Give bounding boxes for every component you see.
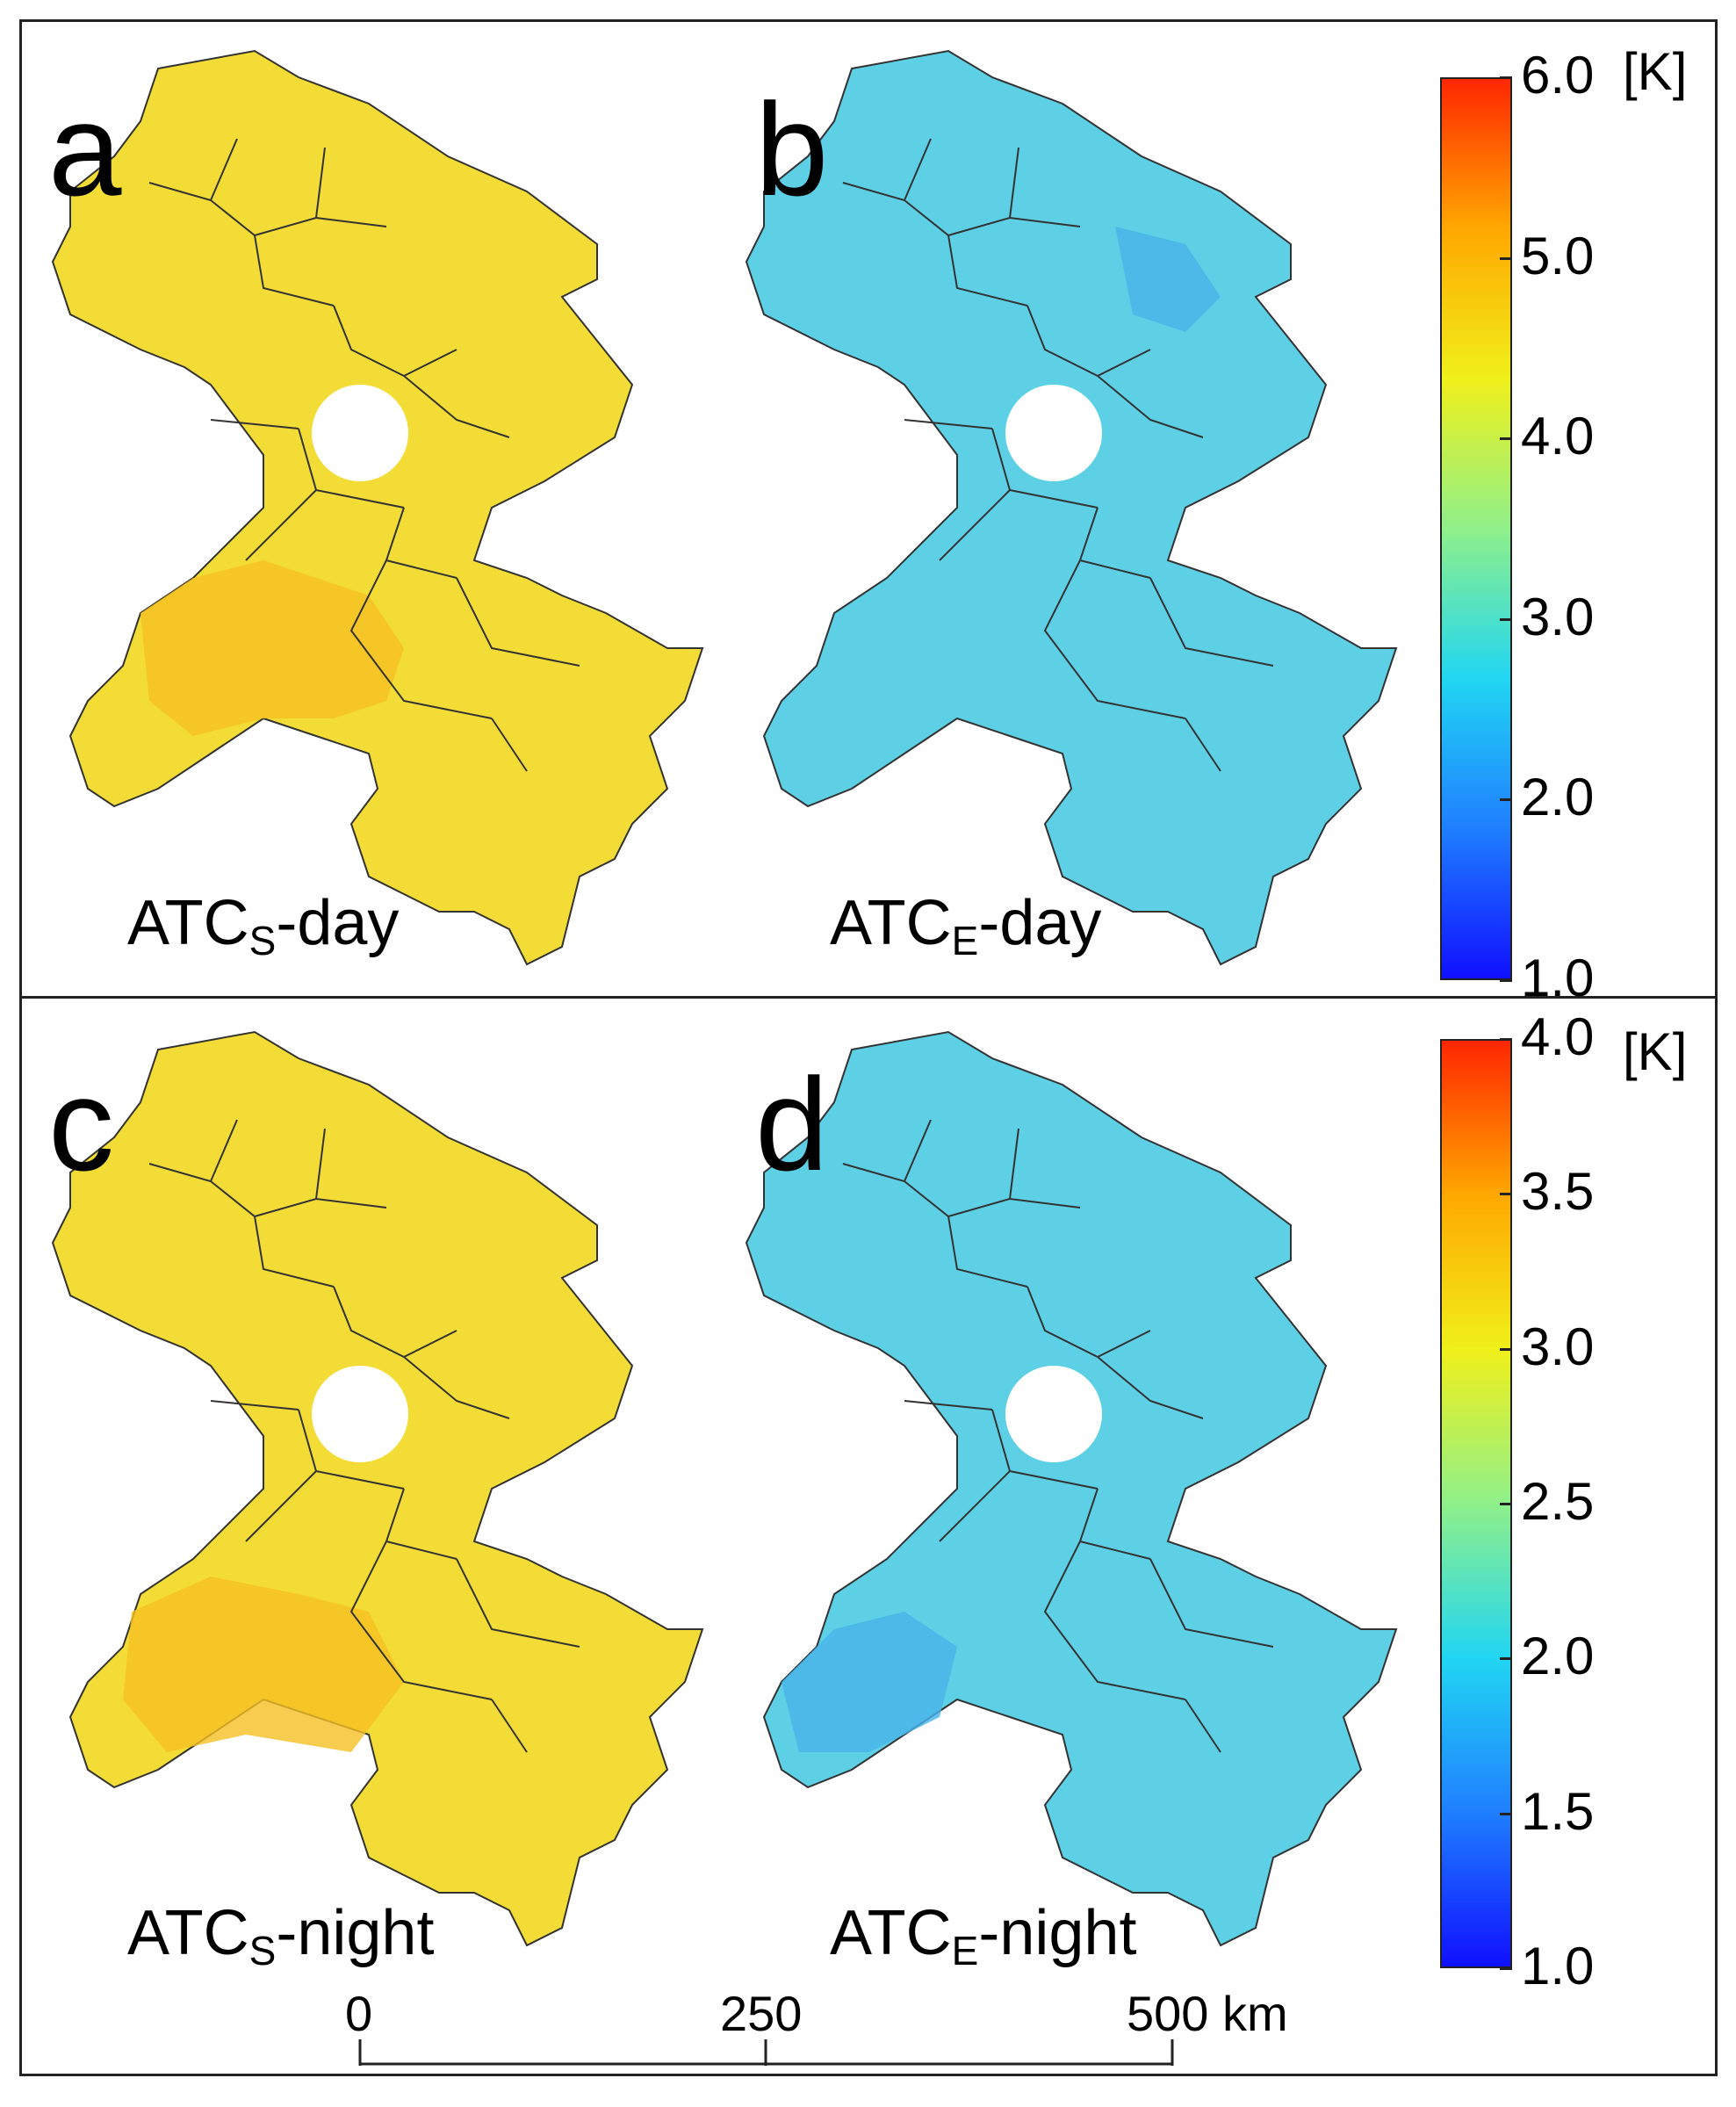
- colorbar-top-tick-mark: [1500, 979, 1512, 982]
- colorbar-bottom-tick-label: 3.0: [1521, 1317, 1595, 1376]
- colorbar-bottom-tick-label: 1.0: [1521, 1937, 1595, 1995]
- colorbar-top-tick-mark: [1500, 437, 1512, 441]
- region-shape: [745, 1030, 1398, 1947]
- admin-boundaries: [148, 1119, 580, 1753]
- admin-boundaries: [842, 1119, 1274, 1753]
- admin-boundaries: [148, 138, 580, 772]
- lake-taihu: [312, 385, 408, 481]
- scale-label-500: 500 km: [1127, 1986, 1288, 2041]
- caption-d: ATCE-night: [830, 1898, 1137, 1974]
- panel-letter-d: d: [755, 1050, 829, 1198]
- scale-label-0: 0: [345, 1986, 373, 2041]
- colorbar-top-tick-label: 3.0: [1521, 587, 1595, 646]
- colorbar-top-unit: [K]: [1623, 42, 1688, 101]
- map-panel-c: [51, 1030, 704, 1947]
- lake-taihu: [1005, 1366, 1102, 1462]
- caption-c: ATCS-night: [127, 1898, 435, 1974]
- colorbar-top-tick-label: 5.0: [1521, 226, 1595, 285]
- caption-a: ATCS-day: [127, 888, 400, 963]
- region-fill-variation: [123, 1577, 404, 1752]
- colorbar-bottom-tick-mark: [1500, 1193, 1512, 1196]
- colorbar-bottom-tick-label: 4.0: [1521, 1007, 1595, 1066]
- colorbar-bottom-tick-label: 1.5: [1521, 1781, 1595, 1841]
- scale-label-250: 250: [720, 1986, 803, 2041]
- region-shape: [51, 1030, 704, 1947]
- colorbar-bottom-tick-label: 3.5: [1521, 1162, 1595, 1222]
- colorbar-top-tick-mark: [1500, 256, 1512, 260]
- caption-b: ATCE-day: [830, 888, 1102, 963]
- colorbar-top-tick-label: 1.0: [1521, 949, 1595, 1007]
- colorbar-bottom-tick-mark: [1500, 1038, 1512, 1041]
- colorbar-bottom-unit: [K]: [1623, 1022, 1688, 1081]
- admin-boundaries: [842, 138, 1274, 772]
- map-panel-a: [51, 49, 704, 966]
- panel-letter-c: c: [48, 1050, 114, 1198]
- colorbar-bottom-tick-mark: [1500, 1657, 1512, 1661]
- map-panel-b: [745, 49, 1398, 966]
- colorbar-bottom-tick-mark: [1500, 1347, 1512, 1351]
- colorbar-top-tick-label: 4.0: [1521, 407, 1595, 466]
- lake-taihu: [1005, 385, 1102, 481]
- region-fill-variation: [1115, 227, 1221, 332]
- colorbar-bottom-tick-mark: [1500, 1967, 1512, 1970]
- lake-taihu: [312, 1366, 408, 1462]
- panel-letter-b: b: [755, 76, 829, 223]
- region-shape: [745, 49, 1398, 966]
- colorbar-top-tick-label: 6.0: [1521, 46, 1595, 105]
- scale-bar: [358, 2039, 1174, 2066]
- colorbar-top-tick-mark: [1500, 617, 1512, 621]
- region-fill-variation: [782, 1612, 957, 1752]
- colorbar-bottom-tick-label: 2.0: [1521, 1627, 1595, 1686]
- colorbar-top: [1440, 77, 1512, 980]
- colorbar-bottom-tick-mark: [1500, 1812, 1512, 1815]
- region-shape: [51, 49, 704, 966]
- map-panel-d: [745, 1030, 1398, 1947]
- colorbar-top-tick-mark: [1500, 798, 1512, 802]
- region-fill-variation: [140, 560, 404, 736]
- colorbar-top-tick-label: 2.0: [1521, 768, 1595, 827]
- colorbar-top-tick-mark: [1500, 76, 1512, 79]
- colorbar-bottom-tick-label: 2.5: [1521, 1472, 1595, 1531]
- panel-letter-a: a: [48, 76, 122, 223]
- colorbar-bottom-tick-mark: [1500, 1503, 1512, 1505]
